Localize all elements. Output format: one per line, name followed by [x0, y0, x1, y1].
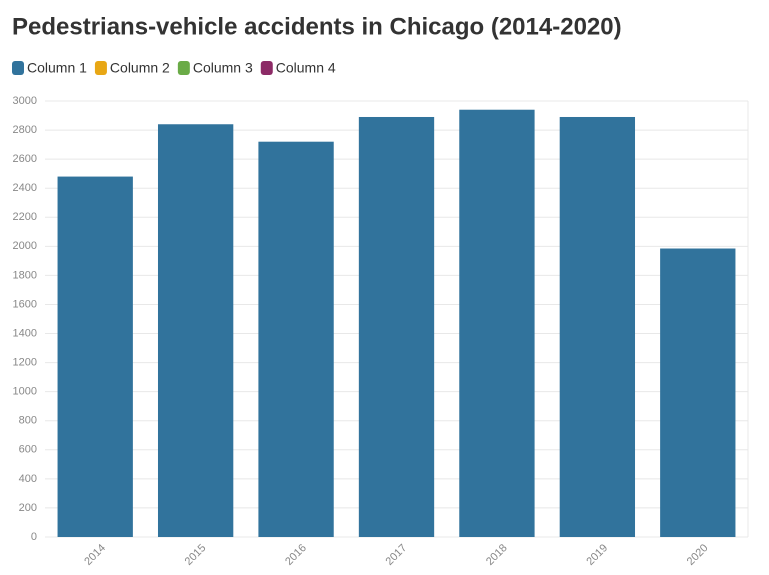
y-tick-label: 1200: [13, 357, 37, 369]
legend-swatch: [177, 61, 190, 75]
legend-swatch: [94, 61, 107, 75]
y-tick-label: 1000: [13, 386, 37, 398]
y-tick-label: 1800: [13, 269, 37, 281]
y-tick-label: 0: [31, 531, 37, 543]
legend-swatch: [12, 61, 24, 75]
y-tick-label: 800: [19, 415, 37, 427]
bar: [459, 109, 535, 537]
bar: [57, 176, 133, 537]
x-tick-label: 2017: [384, 542, 410, 568]
bar: [358, 116, 435, 537]
x-tick-label: 2018: [484, 542, 510, 568]
legend-label: Column 4: [276, 60, 336, 76]
y-tick-label: 600: [19, 444, 37, 456]
y-tick-label: 2400: [13, 182, 37, 194]
bar: [660, 248, 736, 537]
y-tick-label: 2600: [13, 153, 37, 165]
y-tick-label: 1400: [13, 327, 37, 339]
y-tick-label: 1600: [13, 298, 37, 310]
x-tick-label: 2014: [82, 542, 108, 568]
y-tick-label: 3000: [13, 95, 37, 107]
bar: [258, 141, 334, 537]
legend-label: Column 1: [27, 60, 87, 76]
bar: [157, 124, 234, 538]
y-tick-label: 200: [19, 502, 37, 514]
x-tick-label: 2016: [283, 542, 309, 568]
x-tick-label: 2015: [183, 542, 209, 568]
bar: [559, 116, 636, 537]
legend-label: Column 2: [110, 60, 170, 76]
x-tick-label: 2019: [584, 542, 610, 568]
legend-label: Column 3: [193, 60, 253, 76]
x-tick-label: 2020: [685, 542, 711, 568]
chart-title: Pedestrians-vehicle accidents in Chicago…: [12, 13, 622, 40]
y-tick-label: 400: [19, 473, 37, 485]
y-tick-label: 2800: [13, 124, 37, 136]
y-tick-label: 2000: [13, 240, 37, 252]
legend-swatch: [260, 61, 273, 75]
y-tick-label: 2200: [13, 211, 37, 223]
